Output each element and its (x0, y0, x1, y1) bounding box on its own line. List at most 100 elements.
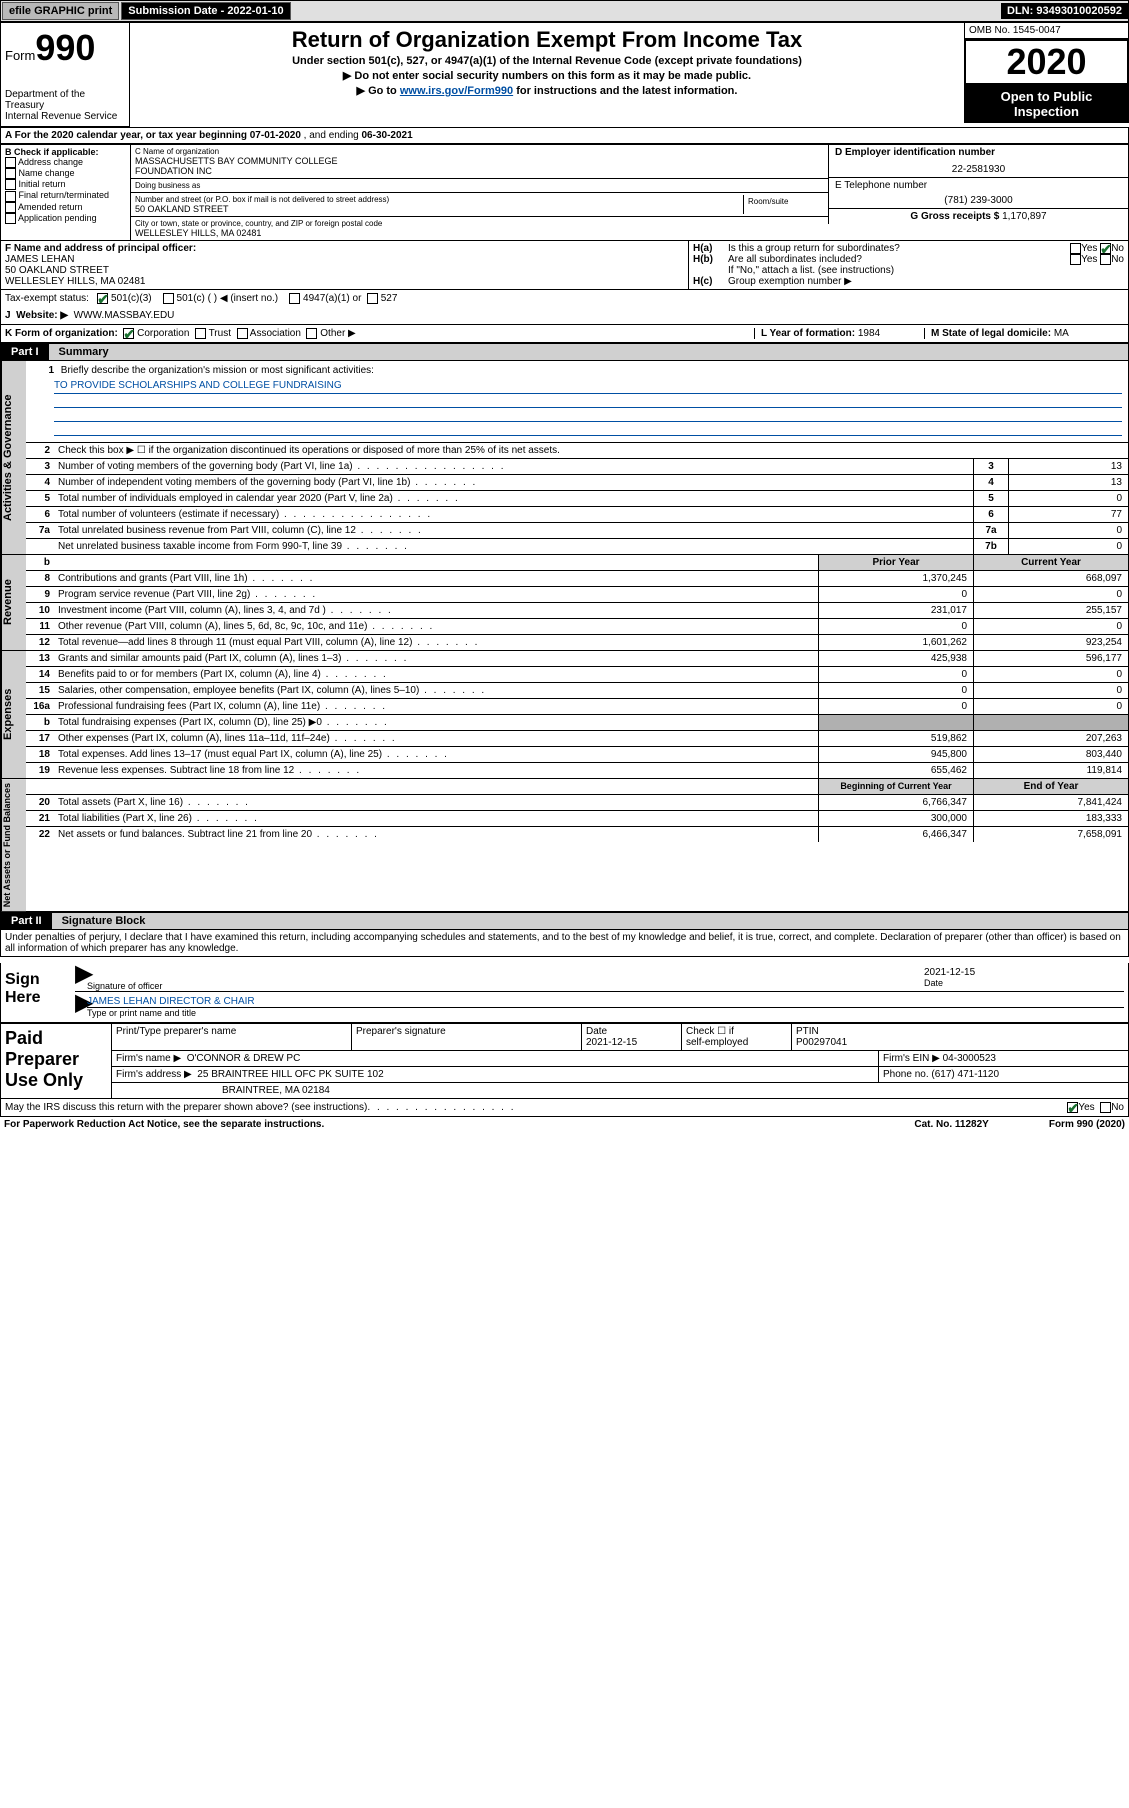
part-1-bar: Part ISummary (0, 343, 1129, 361)
form-subtitle-1: Under section 501(c), 527, or 4947(a)(1)… (136, 55, 958, 67)
signature-officer-label: Signature of officer (87, 967, 924, 991)
signature-declaration: Under penalties of perjury, I declare th… (0, 930, 1129, 957)
footer-row: For Paperwork Reduction Act Notice, see … (0, 1117, 1129, 1132)
corporation-checkbox[interactable] (123, 328, 134, 339)
501c3-checkbox[interactable] (97, 293, 108, 304)
4947-checkbox[interactable] (289, 293, 300, 304)
gross-receipts-value: 1,170,897 (1002, 211, 1047, 222)
form-header: Form990 Department of the Treasury Inter… (0, 22, 1129, 127)
signature-date: 2021-12-15 (924, 967, 1124, 978)
instructions-link[interactable]: www.irs.gov/Form990 (400, 85, 513, 97)
form-number: 990 (35, 27, 95, 68)
section-fh: F Name and address of principal officer:… (0, 241, 1129, 290)
sign-here-label: Sign Here (1, 963, 71, 1022)
tax-exempt-label: Tax-exempt status: (5, 293, 89, 304)
summary-line: 15Salaries, other compensation, employee… (26, 683, 1128, 699)
preparer-name-hdr: Print/Type preparer's name (111, 1024, 351, 1050)
dept-treasury: Department of the Treasury (5, 89, 125, 111)
arrow-icon: ▶ (75, 967, 87, 991)
open-to-public: Open to PublicInspection (964, 85, 1129, 123)
city-value: WELLESLEY HILLS, MA 02481 (135, 228, 824, 238)
submission-date-button[interactable]: Submission Date - 2022-01-10 (121, 2, 290, 20)
street-label: Number and street (or P.O. box if mail i… (135, 195, 743, 204)
net-assets-section: Net Assets or Fund Balances Beginning of… (0, 779, 1129, 912)
expenses-section: Expenses 13Grants and similar amounts pa… (0, 651, 1129, 779)
hb-no-checkbox[interactable] (1100, 254, 1111, 265)
summary-line: 12Total revenue—add lines 8 through 11 (… (26, 635, 1128, 650)
discuss-no-checkbox[interactable] (1100, 1102, 1111, 1113)
application-pending-checkbox[interactable] (5, 213, 16, 224)
check-if-applicable-label: B Check if applicable: (5, 147, 126, 157)
form-title: Return of Organization Exempt From Incom… (136, 27, 958, 53)
501c-checkbox[interactable] (163, 293, 174, 304)
part-2-bar: Part IISignature Block (0, 912, 1129, 930)
org-name-label: C Name of organization (135, 147, 824, 156)
form-subtitle-2: ▶ Do not enter social security numbers o… (136, 69, 958, 82)
summary-line: bTotal fundraising expenses (Part IX, co… (26, 715, 1128, 731)
hb-yes-checkbox[interactable] (1070, 254, 1081, 265)
gross-receipts-label: G Gross receipts $ (910, 211, 999, 222)
section-bcde: B Check if applicable: Address change Na… (0, 144, 1129, 241)
arrow-icon: ▶ (75, 996, 87, 1018)
paid-preparer-label: Paid Preparer Use Only (1, 1024, 111, 1098)
form-footer: Form 990 (2020) (1049, 1119, 1125, 1130)
section-a-tax-year: A For the 2020 calendar year, or tax yea… (0, 127, 1129, 144)
row-klm: K Form of organization: Corporation Trus… (0, 325, 1129, 343)
governance-section: Activities & Governance 1 Briefly descri… (0, 361, 1129, 555)
summary-line: 18Total expenses. Add lines 13–17 (must … (26, 747, 1128, 763)
net-assets-side-label: Net Assets or Fund Balances (1, 779, 26, 911)
paperwork-notice: For Paperwork Reduction Act Notice, see … (4, 1119, 324, 1130)
other-checkbox[interactable] (306, 328, 317, 339)
officer-addr2: WELLESLEY HILLS, MA 02481 (5, 276, 684, 287)
527-checkbox[interactable] (367, 293, 378, 304)
revenue-side-label: Revenue (1, 555, 26, 650)
summary-line: 19Revenue less expenses. Subtract line 1… (26, 763, 1128, 778)
summary-line: 13Grants and similar amounts paid (Part … (26, 651, 1128, 667)
telephone-label: E Telephone number (835, 180, 1122, 191)
initial-return-checkbox[interactable] (5, 179, 16, 190)
principal-officer-label: F Name and address of principal officer: (5, 243, 684, 254)
omb-number: OMB No. 1545-0047 (964, 22, 1129, 39)
summary-line: 8Contributions and grants (Part VIII, li… (26, 571, 1128, 587)
mission-value: TO PROVIDE SCHOLARSHIPS AND COLLEGE FUND… (54, 380, 1122, 394)
summary-line: 16aProfessional fundraising fees (Part I… (26, 699, 1128, 715)
type-print-label: Type or print name and title (87, 1007, 1124, 1018)
discuss-yes-checkbox[interactable] (1067, 1102, 1078, 1113)
amended-return-checkbox[interactable] (5, 202, 16, 213)
website-value: WWW.MASSBAY.EDU (74, 310, 175, 321)
dept-irs: Internal Revenue Service (5, 111, 125, 122)
telephone-value: (781) 239-3000 (835, 195, 1122, 206)
officer-signed-name: JAMES LEHAN DIRECTOR & CHAIR (87, 996, 1124, 1007)
org-name-2: FOUNDATION INC (135, 166, 824, 176)
summary-line: 14Benefits paid to or for members (Part … (26, 667, 1128, 683)
trust-checkbox[interactable] (195, 328, 206, 339)
governance-side-label: Activities & Governance (1, 361, 26, 554)
name-change-checkbox[interactable] (5, 168, 16, 179)
hb-note: If "No," attach a list. (see instruction… (693, 265, 1124, 276)
ha-yes-checkbox[interactable] (1070, 243, 1081, 254)
cat-no: Cat. No. 11282Y (914, 1119, 988, 1130)
summary-line: 21Total liabilities (Part X, line 26)300… (26, 811, 1128, 827)
tax-exempt-status-row: Tax-exempt status: 501(c)(3) 501(c) ( ) … (0, 290, 1129, 307)
officer-addr1: 50 OAKLAND STREET (5, 265, 684, 276)
summary-line: 10Investment income (Part VIII, column (… (26, 603, 1128, 619)
summary-line: 20Total assets (Part X, line 16)6,766,34… (26, 795, 1128, 811)
paid-preparer-block: Paid Preparer Use Only Print/Type prepar… (0, 1023, 1129, 1099)
website-row: J Website: ▶ WWW.MASSBAY.EDU (0, 307, 1129, 325)
association-checkbox[interactable] (237, 328, 248, 339)
irs-discuss-row: May the IRS discuss this return with the… (0, 1099, 1129, 1117)
summary-line: 9Program service revenue (Part VIII, lin… (26, 587, 1128, 603)
expenses-side-label: Expenses (1, 651, 26, 778)
top-bar: efile GRAPHIC print Submission Date - 20… (0, 0, 1129, 22)
org-name-1: MASSACHUSETTS BAY COMMUNITY COLLEGE (135, 156, 824, 166)
summary-line: 22Net assets or fund balances. Subtract … (26, 827, 1128, 842)
city-label: City or town, state or province, country… (135, 219, 824, 228)
form-word: Form (5, 48, 35, 63)
efile-button[interactable]: efile GRAPHIC print (2, 2, 119, 20)
address-change-checkbox[interactable] (5, 157, 16, 168)
revenue-section: Revenue b Prior Year Current Year 8Contr… (0, 555, 1129, 651)
ha-no-checkbox[interactable] (1100, 243, 1111, 254)
dln-label: DLN: 93493010020592 (1001, 3, 1128, 19)
ein-value: 22-2581930 (835, 164, 1122, 175)
final-return-checkbox[interactable] (5, 191, 16, 202)
